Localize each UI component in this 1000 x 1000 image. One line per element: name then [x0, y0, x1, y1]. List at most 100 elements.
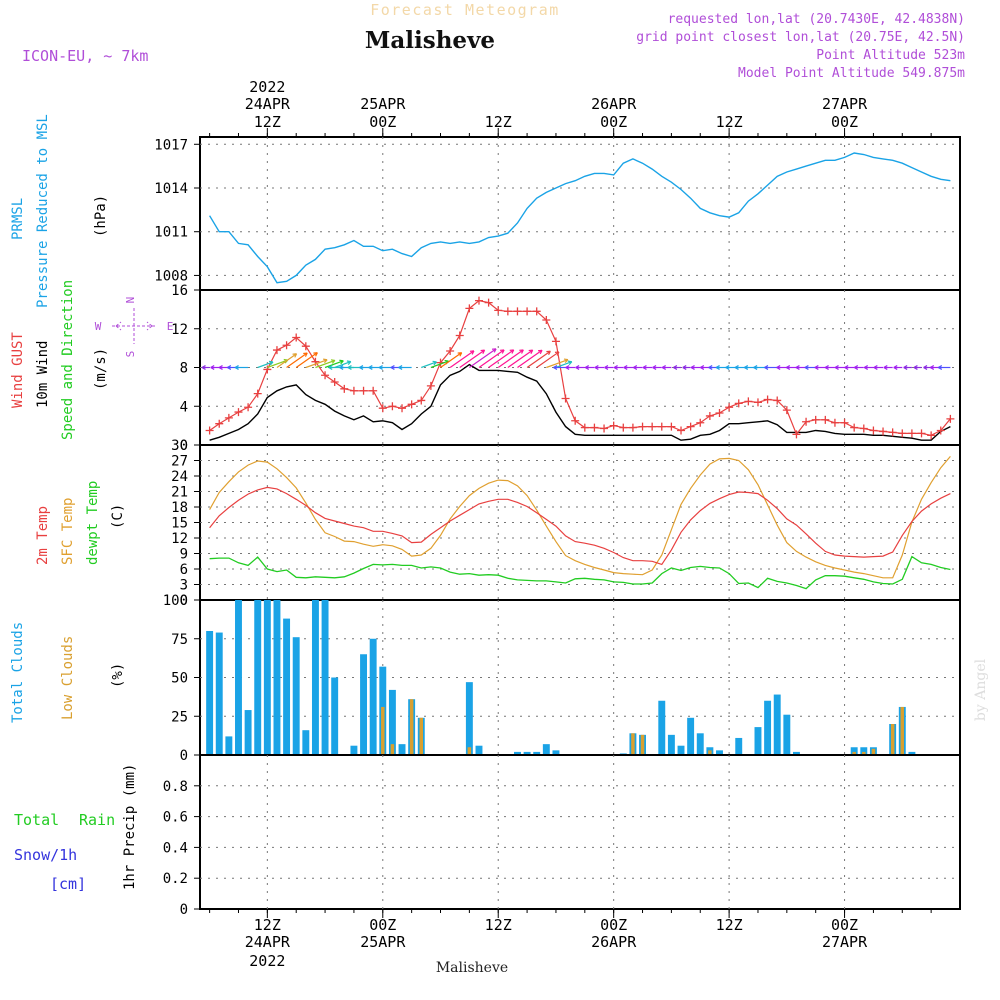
top-title: Forecast Meteogram	[370, 1, 560, 19]
wind-gust-marker	[638, 422, 647, 431]
wind-arrow-head	[700, 365, 705, 370]
wind-arrow-head	[883, 365, 888, 370]
wind-direction-arrow	[324, 360, 344, 369]
wind-gust-marker	[244, 403, 253, 412]
y-tick-label: 0.8	[163, 779, 188, 795]
wind-arrow-head	[347, 365, 352, 370]
wind-gust-marker	[474, 296, 483, 305]
wind-arrow-head	[938, 365, 943, 370]
wind-arrow-head	[863, 365, 869, 370]
wind-gust-marker	[648, 422, 657, 431]
wind-gust-marker	[609, 421, 618, 430]
wind-arrow-head	[903, 365, 908, 370]
wind-direction-arrow	[546, 359, 569, 369]
wind-gust-marker	[571, 416, 580, 425]
total-clouds-bar	[388, 689, 396, 755]
wind-gust-marker	[388, 402, 397, 411]
wind-arrow-head	[715, 365, 720, 370]
bottom-tick-year: 2022	[249, 952, 285, 970]
y-tick-label: 75	[171, 632, 188, 648]
wind-direction-arrow	[430, 360, 449, 369]
y-tick-label: 30	[171, 438, 188, 454]
wind-gust-marker	[600, 424, 609, 433]
total-clouds-bar	[273, 600, 281, 755]
wind-gust-marker	[763, 395, 772, 404]
precip-total-label: Total	[14, 811, 59, 829]
wind-arrow-head	[553, 365, 558, 370]
y-tick-label: 18	[171, 500, 188, 516]
low-clouds-bar	[631, 733, 635, 755]
wind-arrow-head	[633, 365, 638, 370]
wind-direction-arrow	[334, 361, 352, 369]
wind-arrow-head	[509, 349, 515, 354]
top-tick-hour: 12Z	[254, 113, 281, 131]
wind-arrow-head	[398, 365, 403, 370]
wind-arrow-head	[613, 365, 618, 370]
wind-arrow-head	[652, 365, 657, 370]
precip-unit-label: 1hr Precip (mm)	[122, 764, 138, 890]
wind-gust-marker	[936, 426, 945, 435]
wind-gust-marker	[802, 417, 811, 426]
wind-gust-marker	[821, 415, 830, 424]
wind-gust-marker	[542, 316, 551, 325]
wind-gust-marker	[321, 371, 330, 380]
wind-gust-marker	[494, 306, 503, 315]
wind-direction-arrow	[257, 361, 274, 369]
wind-gust-marker	[455, 331, 464, 340]
y-tick-label: 50	[171, 671, 188, 687]
wind-arrow-head	[725, 365, 730, 370]
wind-arrow-head	[500, 349, 505, 354]
bottom-tick-hour: 00Z	[831, 916, 858, 934]
wind-gust-marker	[686, 422, 695, 431]
low-clouds-bar	[381, 706, 385, 755]
wind-arrow-head	[227, 365, 232, 370]
wind-gust-marker	[715, 409, 724, 418]
wind-arrow-head	[661, 365, 666, 370]
bottom-tick-date: 24APR	[245, 933, 291, 951]
point-altitude: Point Altitude 523m	[816, 48, 965, 63]
wind-gust-marker	[782, 406, 791, 415]
wind-direction-arrow	[295, 352, 318, 368]
top-tick-date: 26APR	[591, 95, 637, 113]
low-clouds-label: Low Clouds	[60, 636, 76, 720]
wind-arrow-head	[567, 360, 573, 366]
total-clouds-bar	[533, 751, 541, 755]
y-tick-label: 24	[171, 469, 188, 485]
y-tick-label: 6	[180, 562, 188, 578]
wind-speed-line	[209, 363, 951, 441]
total-clouds-bar	[292, 637, 300, 755]
total-clouds-bar	[677, 745, 685, 755]
wind-gust-marker	[417, 396, 426, 405]
wind-arrow-head	[873, 365, 878, 370]
sfc-temp-label: SFC Temp	[60, 498, 76, 565]
bottom-tick-hour: 00Z	[369, 916, 396, 934]
y-tick-label: 15	[171, 516, 188, 532]
wind-arrow-head	[328, 365, 333, 370]
wind-gust-marker	[349, 386, 358, 395]
precip-cm-label: [cm]	[50, 875, 86, 893]
wind-direction-arrow	[315, 359, 336, 369]
total-clouds-bar	[754, 727, 762, 755]
dewpt-temp-line	[209, 555, 951, 590]
wind-gust-marker	[561, 394, 570, 403]
wind-gust-marker	[859, 424, 868, 433]
low-clouds-bar	[900, 706, 905, 755]
total-clouds-bar	[263, 600, 271, 755]
wind-direction-arrow	[497, 349, 524, 368]
wind-gust-marker	[263, 365, 272, 374]
wind-gust-marker	[292, 333, 301, 342]
wind-unit-label: (m/s)	[93, 348, 109, 390]
pressure-panel: 1008 1011 1014 1017 PRMSL Pressure Reduced to…	[10, 114, 961, 308]
clouds-unit-label: (%)	[110, 663, 126, 688]
bottom-tick-date: 25APR	[360, 933, 406, 951]
wind-arrow-head	[538, 349, 543, 355]
wind-arrow-head	[339, 359, 344, 365]
wind-gust-marker	[215, 419, 224, 428]
wind-direction-arrow	[536, 351, 560, 368]
wind-arrow-head	[690, 365, 695, 370]
wind-gust-marker	[205, 426, 214, 435]
wind-gust-marker	[407, 400, 416, 409]
wind-arrow-head	[303, 352, 308, 357]
wind-arrow-head	[853, 365, 859, 370]
y-tick-label: 12	[171, 322, 188, 338]
